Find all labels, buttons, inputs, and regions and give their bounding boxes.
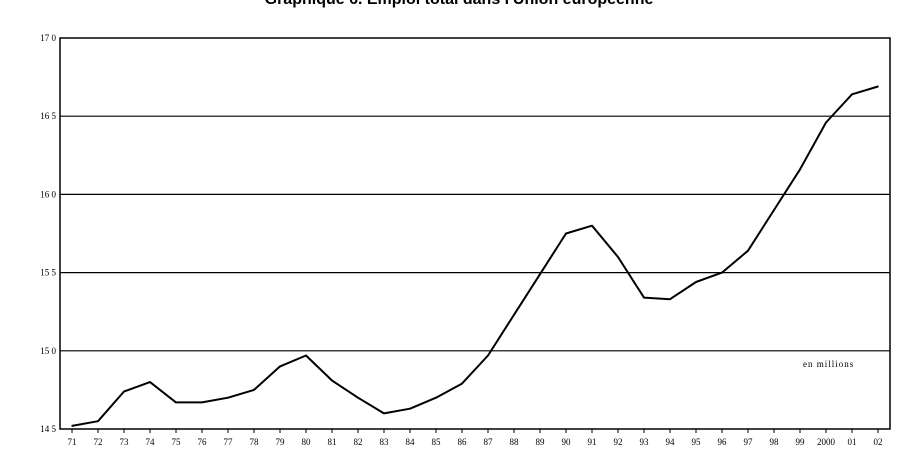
data-point (409, 407, 411, 410)
series-layer (71, 85, 879, 427)
y-tick-label: 16 0 (40, 189, 56, 199)
x-tick-label: 73 (120, 437, 130, 447)
x-tick-label: 81 (328, 437, 337, 447)
x-tick-label: 85 (432, 437, 442, 447)
x-tick-label: 83 (380, 437, 390, 447)
plot-area (59, 37, 891, 430)
data-point (435, 396, 437, 399)
x-tick-label: 02 (874, 437, 883, 447)
x-tick-label: 2000 (817, 437, 836, 447)
data-point (825, 121, 827, 124)
grid-lines (60, 115, 890, 352)
y-tick-label: 15 0 (40, 346, 56, 356)
y-axis-ticks: 14 5 15 0 15 5 16 0 16 5 17 0 (40, 33, 56, 434)
data-point (149, 381, 151, 383)
data-point (175, 401, 177, 404)
x-tick-label: 71 (68, 437, 77, 447)
data-point (461, 382, 463, 385)
data-point (279, 365, 281, 368)
x-tick-label: 74 (146, 437, 156, 447)
x-tick-label: 72 (94, 437, 103, 447)
x-tick-label: 79 (276, 437, 286, 447)
chart-title: Graphique 6. Emploi total dans l'Union e… (0, 0, 918, 9)
data-point (565, 232, 567, 235)
x-tick-label: 93 (640, 437, 650, 447)
data-point (669, 298, 671, 300)
x-tick-label: 96 (718, 437, 728, 447)
data-point (331, 379, 333, 382)
x-tick-label: 94 (666, 437, 676, 447)
x-tick-label: 89 (536, 437, 546, 447)
x-tick-label: 99 (796, 437, 806, 447)
x-tick-label: 98 (770, 437, 780, 447)
data-point (305, 354, 307, 357)
data-point (201, 401, 203, 404)
x-tick-label: 95 (692, 437, 702, 447)
x-tick-label: 75 (172, 437, 182, 447)
y-tick-label: 15 5 (40, 268, 56, 278)
data-point (357, 396, 359, 399)
x-tick-label: 78 (250, 437, 260, 447)
data-point (71, 425, 73, 427)
x-tick-label: 76 (198, 437, 208, 447)
data-point (539, 273, 541, 275)
data-point (799, 168, 801, 171)
data-point (643, 296, 645, 299)
y-tick-label: 14 5 (40, 424, 56, 434)
data-point (487, 354, 489, 357)
x-tick-label: 91 (588, 437, 597, 447)
data-point (383, 412, 385, 415)
x-axis-ticks: 71 72 73 74 75 76 77 78 79 80 81 82 83 84 85 86 87 88 89 90… (68, 429, 883, 447)
data-point (747, 249, 749, 252)
x-tick-label: 77 (224, 437, 234, 447)
x-tick-label: 01 (848, 437, 857, 447)
data-point (513, 314, 515, 316)
data-point (123, 390, 125, 393)
x-tick-label: 86 (458, 437, 468, 447)
series-line (71, 85, 879, 427)
data-point (591, 224, 593, 227)
data-point (851, 93, 853, 96)
data-point (877, 85, 879, 88)
data-point (97, 420, 99, 422)
data-point (253, 389, 255, 391)
data-point (617, 256, 619, 258)
x-tick-label: 80 (302, 437, 312, 447)
x-tick-label: 87 (484, 437, 494, 447)
data-point (721, 271, 723, 274)
data-point (695, 281, 697, 283)
x-tick-label: 88 (510, 437, 520, 447)
x-tick-label: 97 (744, 437, 754, 447)
x-tick-label: 92 (614, 437, 623, 447)
y-tick-label: 17 0 (40, 33, 56, 43)
data-point (773, 209, 775, 211)
x-tick-label: 90 (562, 437, 572, 447)
data-point (227, 396, 229, 399)
units-annotation: en millions (803, 359, 854, 369)
y-tick-label: 16 5 (40, 111, 56, 121)
x-tick-label: 84 (406, 437, 416, 447)
x-tick-label: 82 (354, 437, 363, 447)
